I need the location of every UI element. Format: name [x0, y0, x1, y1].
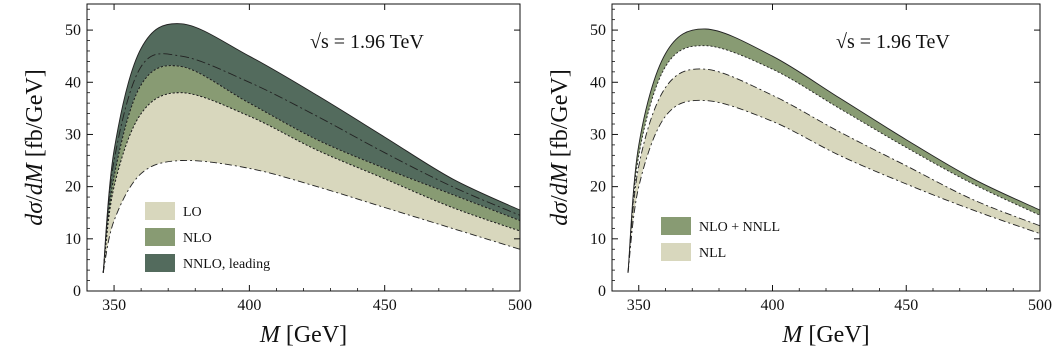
y-axis-label-right: dσ/dM [fb/GeV]: [547, 69, 573, 225]
bands-right: [628, 28, 1040, 273]
x-axis-label-right: M [GeV]: [781, 322, 869, 348]
x-axis-label-left: M [GeV]: [259, 322, 347, 348]
band-nlo-nnll: [628, 28, 1040, 273]
sqrt-s-annotation-right: √s = 1.96 TeV: [836, 31, 950, 53]
legend-label: NLL: [699, 246, 726, 261]
legend-right: NLO + NNLL NLL: [661, 217, 780, 261]
legend-swatch: [145, 254, 175, 272]
band-lower-edge-nlo-nnll: [627, 45, 1041, 273]
band-lower-edge-nll: [627, 99, 1041, 273]
band-nll: [628, 68, 1040, 273]
band-nnlo-leading: [103, 23, 520, 273]
bands-left: [103, 23, 520, 273]
y-tick-label: 30: [65, 126, 81, 143]
lines-right: [627, 28, 1041, 273]
legend-label: LO: [183, 205, 202, 220]
y-tick-label: 10: [65, 231, 81, 248]
legend-swatch: [661, 217, 691, 235]
band-lo: [103, 92, 520, 273]
legend-swatch: [145, 228, 175, 246]
band-upper-edge-nlo-nnll: [627, 28, 1041, 273]
y-tick-label: 50: [590, 22, 606, 39]
band-upper-edge-nnlo-leading: [102, 23, 521, 273]
lines-left: [102, 23, 521, 273]
legend-label: NNLO, leading: [183, 257, 270, 272]
y-tick-label: 20: [590, 179, 606, 196]
legend-left: LO NLO NNLO, leading: [145, 202, 270, 272]
y-tick-label: 40: [590, 74, 606, 91]
y-tick-label: 20: [65, 179, 81, 196]
y-tick-label: 10: [590, 231, 606, 248]
x-tick-label: 400: [761, 297, 785, 314]
ticks-left: 350 400 450 500 0 10 20 30 40 50: [65, 4, 532, 314]
band-upper-edge-lo: [102, 92, 521, 273]
x-tick-label: 400: [237, 297, 261, 314]
y-axis-label-left: dσ/dM [fb/GeV]: [22, 69, 48, 225]
legend-label: NLO + NNLL: [699, 220, 780, 235]
y-tick-label: 50: [65, 22, 81, 39]
x-tick-label: 350: [102, 297, 126, 314]
band-lower-edge-lo: [102, 159, 521, 273]
legend-swatch: [145, 202, 175, 220]
y-tick-label: 0: [598, 283, 606, 300]
legend-swatch: [661, 243, 691, 261]
x-tick-label: 500: [1028, 297, 1052, 314]
band-nlo: [103, 65, 520, 273]
y-tick-label: 30: [590, 126, 606, 143]
x-tick-label: 450: [894, 297, 918, 314]
panel-right: 350 400 450 500 0 10 20 30 40 50 √s = 1.96 TeV NL…: [547, 3, 1052, 348]
ticks-right: 350 400 450 500 0 10 20 30 40 50: [590, 4, 1052, 314]
x-tick-label: 500: [508, 297, 532, 314]
band-upper-edge-nll: [627, 68, 1041, 273]
y-tick-label: 0: [73, 283, 81, 300]
x-tick-label: 350: [627, 297, 651, 314]
band-central-nnlo-leading: [102, 53, 521, 273]
legend-label: NLO: [183, 231, 212, 246]
x-tick-label: 450: [373, 297, 397, 314]
sqrt-s-annotation-left: √s = 1.96 TeV: [310, 31, 424, 53]
panel-left: 350 400 450 500 0 10 20 30 40 50 √s = 1.96 TeV LO…: [22, 3, 532, 348]
y-tick-label: 40: [65, 74, 81, 91]
